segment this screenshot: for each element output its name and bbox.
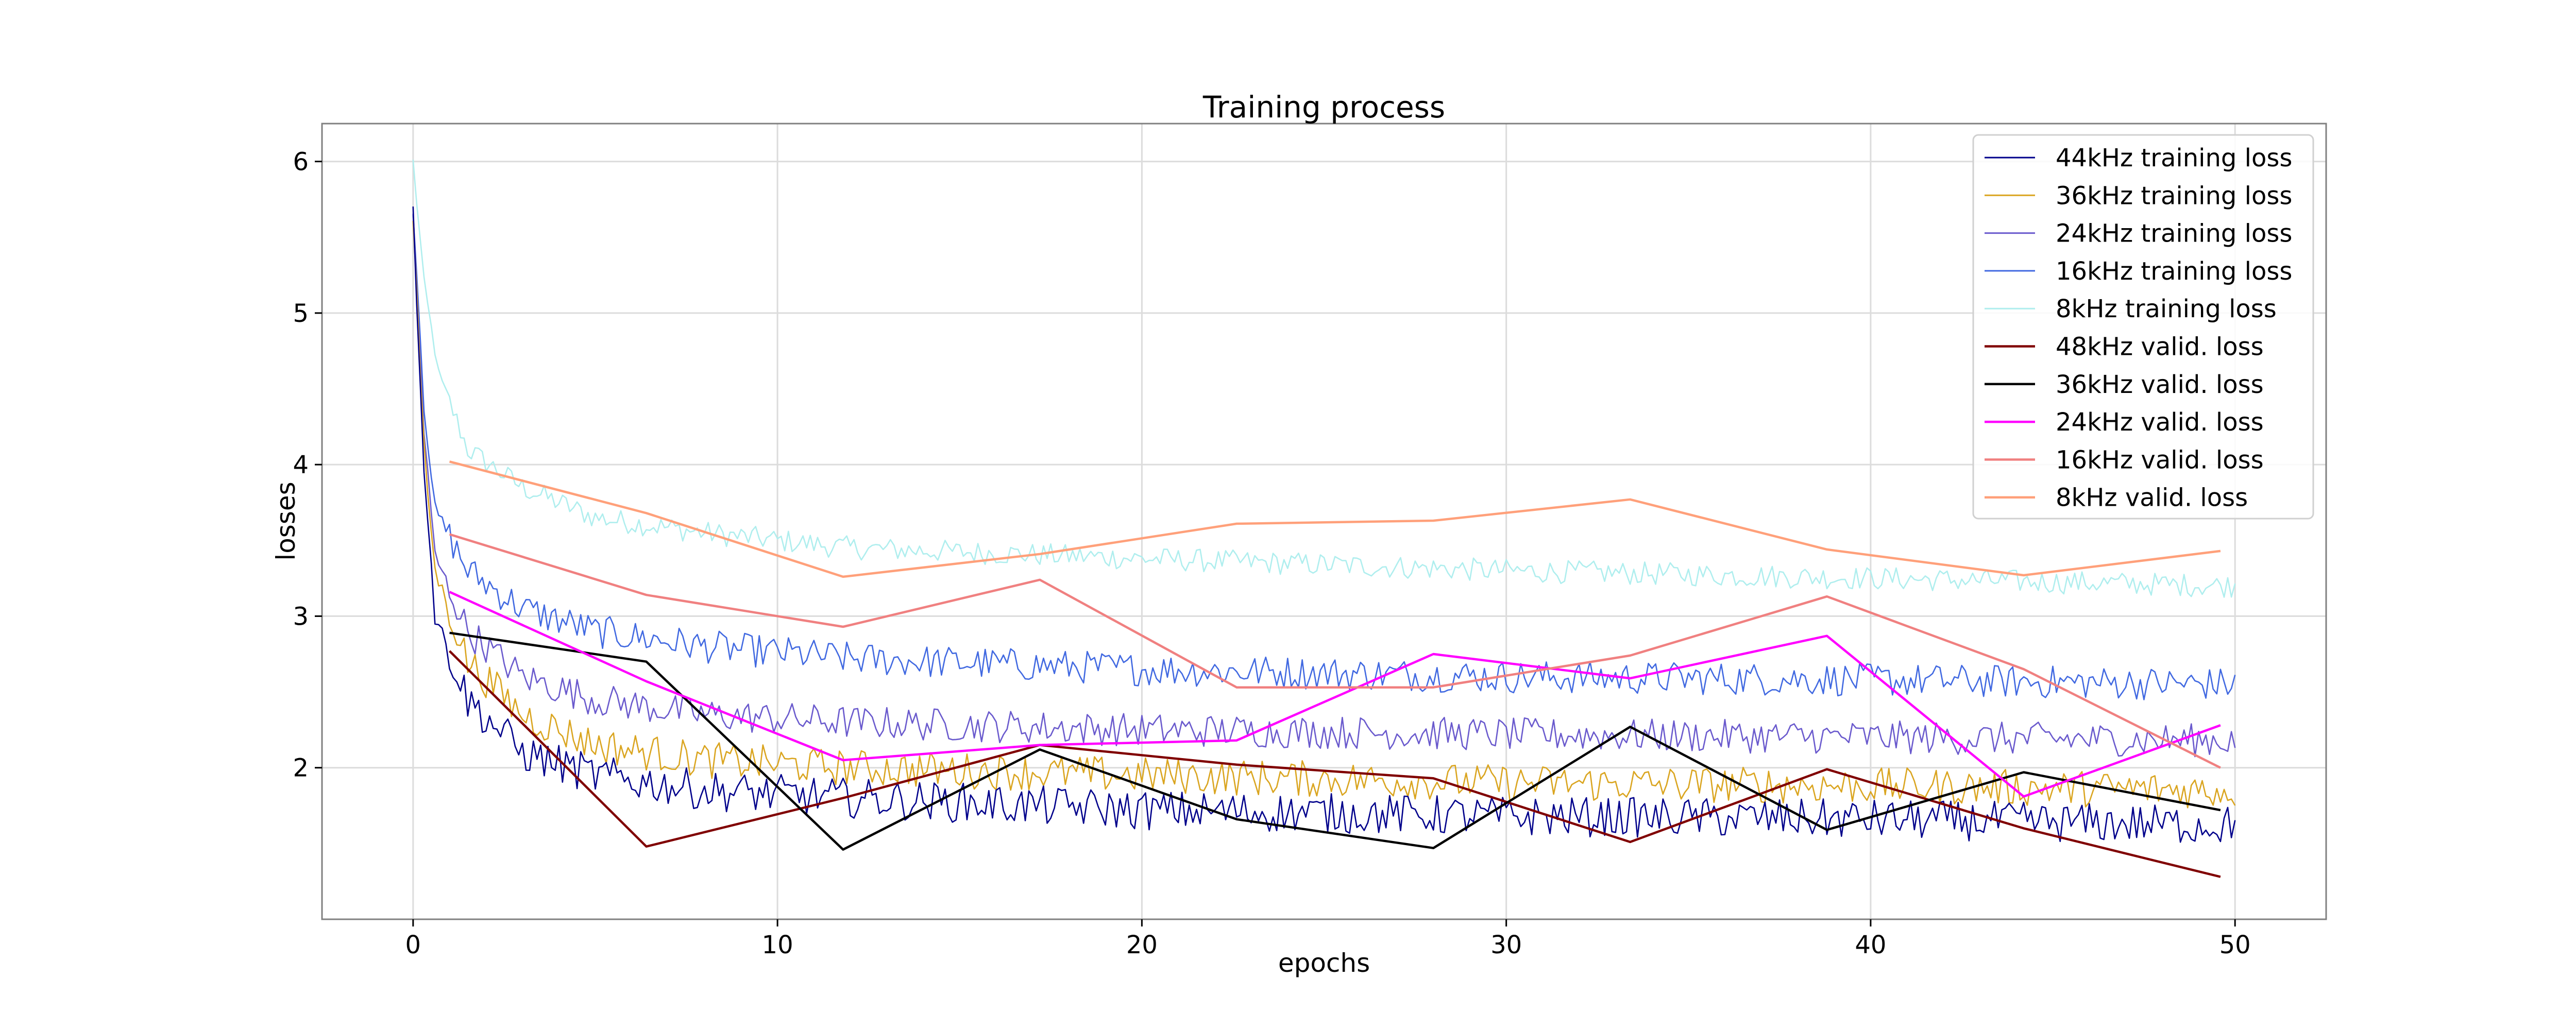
- series-line-24khz-training-loss: [412, 213, 2236, 758]
- legend-label: 16kHz valid. loss: [2056, 445, 2264, 474]
- x-tick-label: 0: [405, 931, 421, 959]
- series-line-16khz-training-loss: [412, 215, 2236, 700]
- y-tick-label: 2: [293, 754, 309, 783]
- series-line-16khz-valid-loss: [449, 533, 2221, 769]
- legend-label: 36kHz training loss: [2056, 181, 2292, 210]
- axis-ticks: 0 10 20 30 40 50 2 3 4 5 6: [293, 148, 2250, 959]
- x-tick-label: 20: [1126, 931, 1158, 959]
- series-line-44khz-training-loss: [412, 206, 2236, 843]
- y-tick-label: 6: [293, 148, 309, 177]
- y-axis-label: losses: [271, 482, 301, 560]
- legend-label: 36kHz valid. loss: [2056, 370, 2264, 399]
- legend-box: [1972, 134, 2314, 520]
- x-tick-label: 30: [1490, 931, 1522, 959]
- legend-label: 48kHz valid. loss: [2056, 333, 2264, 362]
- legend-label: 8kHz valid. loss: [2056, 484, 2248, 512]
- chart-title: Training process: [1202, 90, 1445, 125]
- legend-label: 24kHz valid. loss: [2056, 408, 2264, 437]
- legend-label: 24kHz training loss: [2056, 219, 2292, 248]
- legend-label: 44kHz training loss: [2056, 144, 2292, 173]
- y-tick-label: 4: [293, 451, 309, 479]
- plot-area-frame: [321, 123, 2327, 920]
- series-line-8khz-training-loss: [412, 159, 2236, 598]
- series-line-48khz-valid-loss: [448, 650, 2221, 878]
- series-line-24khz-valid-loss: [449, 591, 2221, 798]
- legend-label: 16kHz training loss: [2056, 257, 2292, 286]
- series-line-8khz-valid-loss: [449, 460, 2221, 578]
- x-tick-label: 10: [762, 931, 793, 959]
- series-line-36khz-valid-loss: [449, 631, 2221, 851]
- legend-label: 8kHz training loss: [2056, 295, 2277, 323]
- y-tick-label: 5: [293, 299, 309, 328]
- legend: 44kHz training loss 36kHz training loss 24…: [1972, 134, 2314, 520]
- series-lines: [412, 159, 2236, 878]
- x-axis-label: epochs: [1278, 948, 1370, 978]
- x-tick-label: 40: [1855, 931, 1886, 959]
- x-tick-label: 50: [2219, 931, 2251, 959]
- y-tick-label: 3: [293, 602, 309, 631]
